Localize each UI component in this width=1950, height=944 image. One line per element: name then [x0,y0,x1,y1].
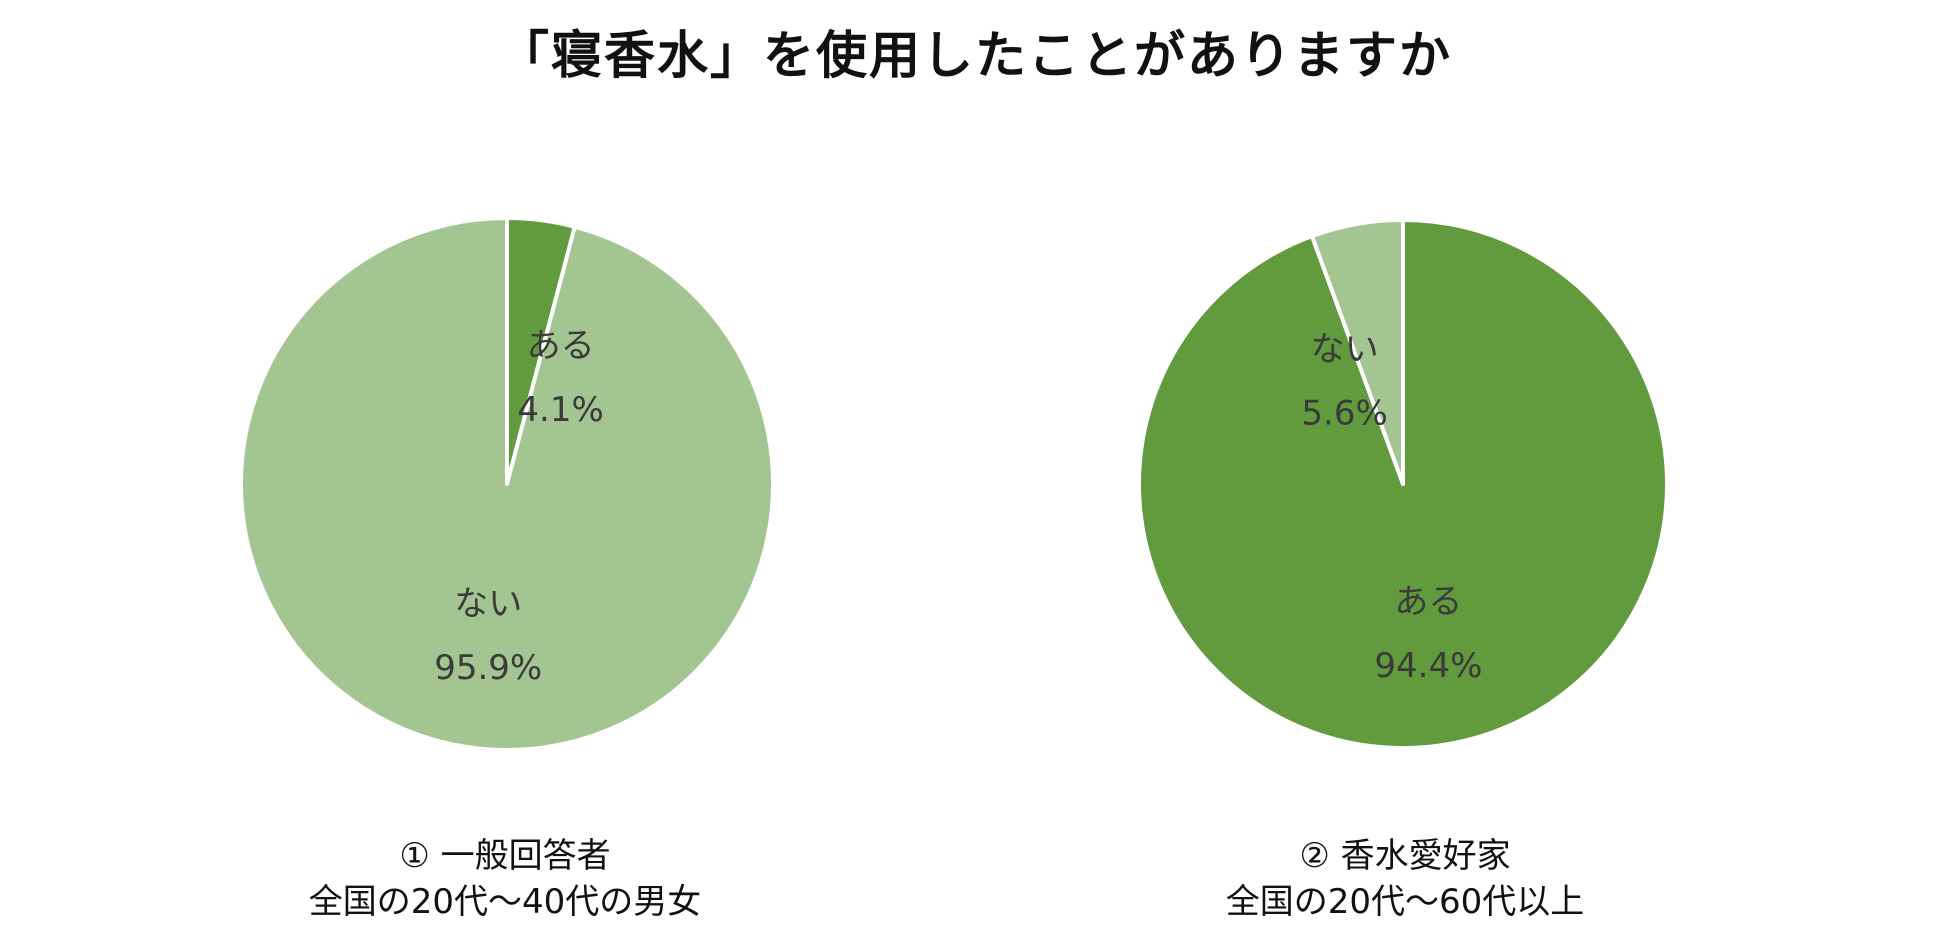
caption-enthusiasts: ② 香水愛好家 全国の20代～60代以上 [1125,833,1685,925]
pie-slice-enthusiasts-no [1310,218,1405,486]
chart-title: 「寝香水」を使用したことがありますか [497,27,1452,86]
pie-chart-general: ある 4.1% ない 95.9% [239,216,775,752]
slice-value-label-general-no: 95.9% [434,648,542,688]
slice-value-label-general-yes: 4.1% [517,390,603,430]
slice-name-label-general-yes: ある [527,326,595,366]
caption-general: ① 一般回答者 全国の20代～40代の男女 [225,833,785,925]
pie-chart-enthusiasts: ある 94.4% ない 5.6% [1137,218,1669,750]
slice-value-label-enthusiasts-no: 5.6% [1301,394,1387,434]
caption-enthusiasts-line2: 全国の20代～60代以上 [1225,882,1585,922]
slice-name-label-general-no: ない [454,584,522,624]
caption-general-line1: ① 一般回答者 [399,836,611,876]
caption-general-line2: 全国の20代～40代の男女 [308,882,702,922]
slice-name-label-enthusiasts-yes: ある [1394,582,1462,622]
slice-value-label-enthusiasts-yes: 94.4% [1374,646,1482,686]
slice-name-label-enthusiasts-no: ない [1311,330,1379,370]
pie-slice-general-no [239,216,775,752]
caption-enthusiasts-line1: ② 香水愛好家 [1299,836,1511,876]
